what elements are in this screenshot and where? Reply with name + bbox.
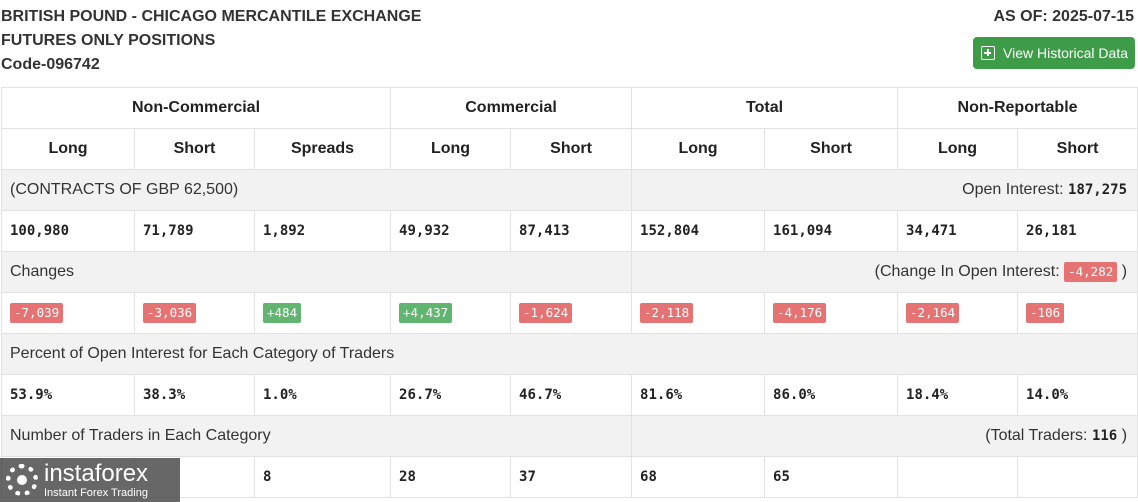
percent-section-row: Percent of Open Interest for Each Catego… — [0, 333, 1138, 375]
open-interest-label: Open Interest: — [962, 181, 1064, 198]
table-cell: +4,437 — [390, 292, 512, 334]
group-commercial: Commercial — [390, 87, 633, 129]
calendar-plus-icon — [981, 46, 995, 60]
change-badge: -2,118 — [640, 303, 694, 323]
logo-tagline: Instant Forex Trading — [44, 486, 148, 499]
change-oi-close: ) — [1121, 263, 1128, 280]
table-cell: 68 — [631, 456, 766, 498]
table-cell: 81.6% — [631, 374, 766, 416]
table-cell: 53.9% — [1, 374, 135, 416]
table-cell: 18.4% — [897, 374, 1019, 416]
table-cell: 49,932 — [390, 210, 512, 252]
change-badge: -1,624 — [519, 303, 573, 323]
table-cell: 152,804 — [631, 210, 766, 252]
title-line-1: BRITISH POUND - CHICAGO MERCANTILE EXCHA… — [1, 8, 422, 25]
changes-section-row: Changes (Change In Open Interest: -4,282… — [0, 251, 1138, 293]
table-cell: 161,094 — [764, 210, 899, 252]
table-cell: -3,036 — [134, 292, 255, 334]
traders-section-row: Number of Traders in Each Category (Tota… — [0, 415, 1138, 457]
table-cell: -1,624 — [510, 292, 633, 334]
col-header: Long — [631, 128, 766, 170]
changes-label: Changes — [0, 251, 633, 293]
report-title: BRITISH POUND - CHICAGO MERCANTILE EXCHA… — [1, 5, 421, 77]
change-badge: +4,437 — [399, 303, 453, 323]
change-open-interest: (Change In Open Interest: -4,282 ) — [631, 251, 1138, 293]
change-oi-label: (Change In Open Interest: — [874, 263, 1060, 280]
group-non-reportable: Non-Reportable — [897, 87, 1138, 129]
table-cell: 8 — [253, 456, 392, 498]
change-badge: -7,039 — [10, 303, 64, 323]
report-code: Code-096742 — [1, 56, 100, 73]
total-traders-value: 116 — [1091, 428, 1118, 444]
table-cell: -106 — [1017, 292, 1138, 334]
open-interest-value: 187,275 — [1068, 182, 1128, 198]
table-cell: 87,413 — [510, 210, 633, 252]
table-cell: -7,039 — [1, 292, 135, 334]
table-cell: 71,789 — [134, 210, 255, 252]
table-cell — [897, 456, 1019, 498]
col-header: Long — [390, 128, 512, 170]
table-cell: 28 — [390, 456, 512, 498]
table-cell: 1.0% — [253, 374, 392, 416]
logo-brand: instaforex — [44, 459, 149, 487]
cot-table: Non-Commercial Commercial Total Non-Repo… — [0, 87, 1138, 498]
instaforex-gear-icon — [6, 464, 38, 496]
table-cell: -4,176 — [764, 292, 899, 334]
as-of-date: AS OF: 2025-07-15 — [993, 8, 1134, 25]
change-badge: -4,176 — [773, 303, 827, 323]
table-cell: -2,164 — [897, 292, 1019, 334]
col-header: Short — [510, 128, 633, 170]
table-cell: 38.3% — [134, 374, 255, 416]
table-cell: -2,118 — [631, 292, 766, 334]
open-interest: Open Interest: 187,275 — [631, 169, 1138, 211]
col-header: Long — [897, 128, 1019, 170]
view-historical-data-label: View Historical Data — [1003, 45, 1129, 61]
view-historical-data-button[interactable]: View Historical Data — [973, 37, 1135, 69]
title-line-2: FUTURES ONLY POSITIONS — [1, 32, 216, 49]
change-badge: -3,036 — [143, 303, 197, 323]
table-cell: 100,980 — [1, 210, 135, 252]
table-cell: +484 — [253, 292, 392, 334]
table-cell: 86.0% — [764, 374, 899, 416]
contracts-label: (CONTRACTS OF GBP 62,500) — [0, 169, 633, 211]
table-cell: 1,892 — [253, 210, 392, 252]
table-cell: 26.7% — [390, 374, 512, 416]
total-traders: (Total Traders: 116 ) — [631, 415, 1138, 457]
changes-values-row: -7,039 -3,036 +484 +4,437 -1,624 -2,118 … — [1, 292, 1138, 334]
change-badge: -2,164 — [906, 303, 960, 323]
change-badge: -106 — [1026, 303, 1065, 323]
table-cell: 65 — [764, 456, 899, 498]
table-cell: 37 — [510, 456, 633, 498]
group-header-row: Non-Commercial Commercial Total Non-Repo… — [0, 87, 1138, 129]
col-header: Long — [1, 128, 135, 170]
logo-text: instaforex Instant Forex Trading — [44, 459, 149, 499]
traders-label: Number of Traders in Each Category — [0, 415, 633, 457]
col-header: Short — [134, 128, 255, 170]
group-non-commercial: Non-Commercial — [0, 87, 392, 129]
percent-label: Percent of Open Interest for Each Catego… — [0, 333, 1138, 375]
change-badge: +484 — [263, 303, 302, 323]
table-cell: 34,471 — [897, 210, 1019, 252]
column-header-row: Long Short Spreads Long Short Long Short… — [1, 128, 1138, 170]
contracts-values-row: 100,980 71,789 1,892 49,932 87,413 152,8… — [1, 210, 1138, 252]
col-header: Short — [764, 128, 899, 170]
col-header: Short — [1017, 128, 1138, 170]
col-header: Spreads — [253, 128, 392, 170]
group-total: Total — [631, 87, 899, 129]
traders-values-row: 8 28 37 68 65 — [1, 456, 1138, 498]
instaforex-logo: instaforex Instant Forex Trading — [0, 458, 180, 502]
percent-values-row: 53.9% 38.3% 1.0% 26.7% 46.7% 81.6% 86.0%… — [1, 374, 1138, 416]
total-traders-close: ) — [1121, 427, 1128, 444]
table-cell: 46.7% — [510, 374, 633, 416]
change-oi-badge: -4,282 — [1064, 262, 1118, 282]
total-traders-label: (Total Traders: — [985, 427, 1088, 444]
table-cell: 14.0% — [1017, 374, 1138, 416]
contracts-section-row: (CONTRACTS OF GBP 62,500) Open Interest:… — [0, 169, 1138, 211]
table-cell — [1017, 456, 1138, 498]
table-cell: 26,181 — [1017, 210, 1138, 252]
